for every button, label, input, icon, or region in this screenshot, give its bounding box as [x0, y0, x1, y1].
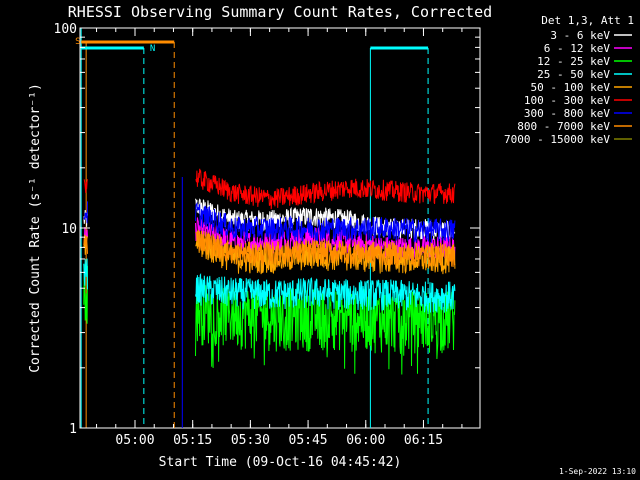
footer-timestamp: 1-Sep-2022 13:10 — [559, 467, 636, 476]
x-tick-label: 06:15 — [404, 433, 443, 448]
legend-header: Det 1,3, Att 1 — [541, 14, 634, 27]
axis-layer: 05:00 05:15 05:30 05:45 06:00 06:15 1 10 100 — [54, 22, 480, 448]
x-tick-label: 06:00 — [346, 433, 385, 448]
y-tick-label: 100 — [54, 22, 77, 37]
series-line — [83, 168, 456, 210]
series-line — [83, 258, 456, 313]
series-line — [83, 229, 456, 268]
x-axis-label: Start Time (09-Oct-16 04:45:42) — [159, 455, 402, 470]
saa-label: S — [75, 37, 80, 47]
chart-title: RHESSI Observing Summary Count Rates, Co… — [68, 3, 492, 21]
legend-label: 7000 - 15000 keV — [504, 133, 610, 146]
data-layer: SN — [75, 28, 456, 428]
series-line — [83, 201, 456, 243]
y-tick-label: 1 — [69, 422, 77, 437]
legend-label: 50 - 100 keV — [531, 81, 611, 94]
legend-label: 100 - 300 keV — [524, 94, 610, 107]
y-tick-label: 10 — [61, 222, 77, 237]
x-tick-label: 05:45 — [289, 433, 328, 448]
legend-label: 25 - 50 keV — [537, 68, 610, 81]
legend-label: 3 - 6 keV — [550, 29, 610, 42]
x-tick-label: 05:30 — [231, 433, 270, 448]
legend-label: 12 - 25 keV — [537, 55, 610, 68]
legend-label: 6 - 12 keV — [544, 42, 611, 55]
x-tick-label: 05:15 — [173, 433, 212, 448]
x-tick-label: 05:00 — [115, 433, 154, 448]
legend-label: 300 - 800 keV — [524, 107, 610, 120]
legend-label: 800 - 7000 keV — [517, 120, 610, 133]
night-label: N — [150, 44, 155, 54]
y-axis-label: Corrected Count Rate (s⁻¹ detector⁻¹) — [28, 83, 43, 373]
